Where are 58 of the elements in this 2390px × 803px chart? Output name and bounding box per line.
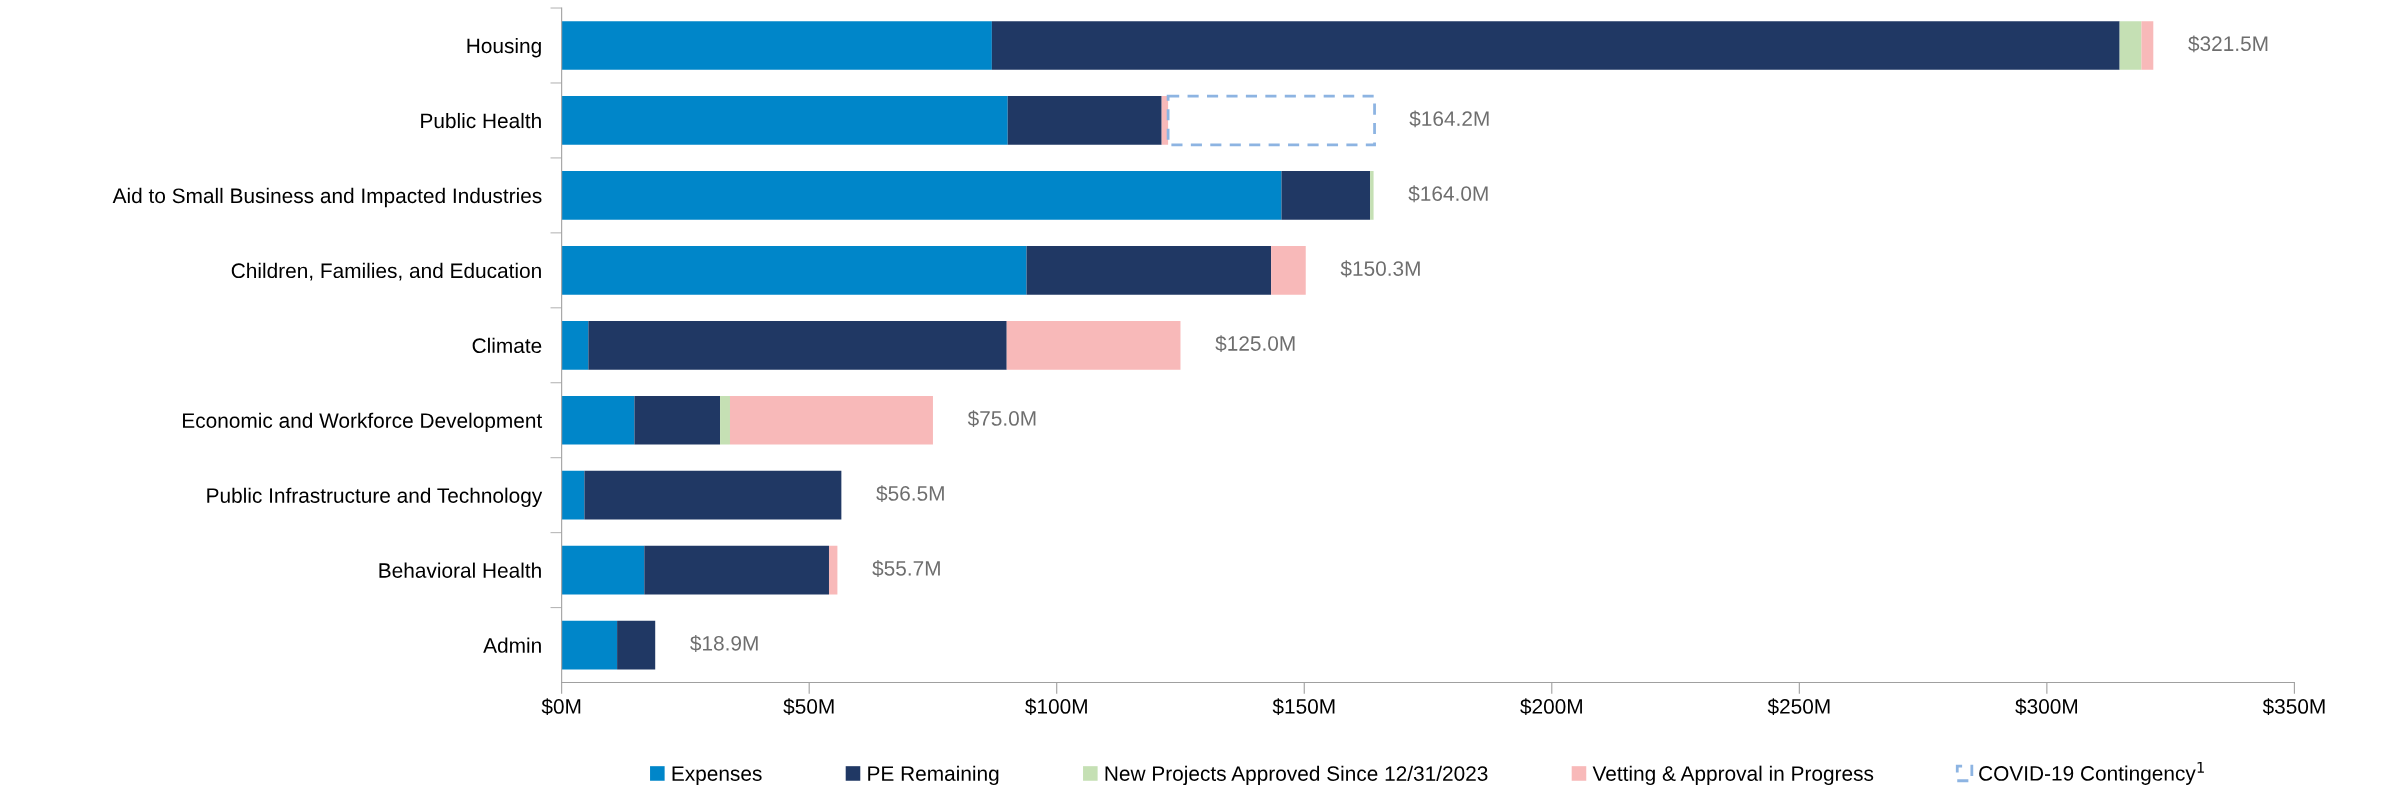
bar: [561, 470, 585, 520]
total-label: $56.5M: [876, 485, 944, 503]
bar: [561, 96, 1008, 145]
bar: [1166, 94, 1376, 147]
total-label: $164.2M: [1409, 110, 1489, 128]
y-tick-label: Admin: [483, 637, 541, 653]
x-tick-label: $300M: [2015, 698, 2078, 716]
bar: [561, 545, 645, 595]
y-tick-label: Children, Families, and Education: [231, 262, 541, 281]
y-tick-label: Public Health: [421, 112, 541, 129]
bar: [2119, 21, 2142, 70]
legend-label: Expenses: [672, 766, 762, 786]
total-label: $55.7M: [872, 560, 940, 577]
bar: [561, 21, 992, 70]
bar: [1007, 96, 1162, 145]
bar: [1281, 171, 1371, 220]
bar: [644, 545, 829, 595]
bar: [720, 395, 730, 445]
x-tick-label: $150M: [1272, 698, 1335, 716]
x-tick-label: $100M: [1025, 698, 1087, 716]
y-tick-label: Behavioral Health: [379, 562, 541, 578]
bar: [729, 395, 933, 445]
legend-label: Vetting & Approval in Progress: [1592, 765, 1874, 786]
bar: [584, 470, 842, 520]
bar: [561, 320, 589, 370]
total-label: $321.5M: [2188, 35, 2268, 53]
y-tick-label: Public Infrastructure and Technology: [207, 487, 543, 508]
total-label: $75.0M: [967, 410, 1036, 428]
bar: [1370, 171, 1374, 220]
x-tick-label: $0M: [541, 698, 581, 716]
total-label: $125.0M: [1215, 335, 1295, 353]
total-label: $150.3M: [1340, 260, 1420, 278]
bar: [1271, 245, 1306, 295]
bar: [991, 21, 2120, 70]
legend-label: PE Remaining: [868, 765, 999, 786]
x-tick-label: $50M: [783, 698, 834, 716]
bar: [561, 395, 635, 445]
y-tick-label: Aid to Small Business and Impacted Industries: [112, 187, 542, 208]
bar: [1026, 245, 1272, 295]
legend-label: COVID-19 Contingency$^{1}$: [1979, 762, 2204, 785]
bar: [561, 620, 618, 670]
x-tick-label: $200M: [1520, 698, 1582, 716]
bar: [617, 620, 656, 670]
bar: [561, 171, 1282, 220]
bar: [588, 320, 1007, 370]
total-label: $18.9M: [690, 635, 758, 652]
total-label: $164.0M: [1408, 185, 1488, 203]
y-tick-label: Climate: [472, 337, 542, 354]
bar: [2141, 21, 2154, 70]
bar: [561, 245, 1027, 295]
bar: [1006, 320, 1181, 370]
legend-label: New Projects Approved Since 12/31/2023: [1105, 765, 1488, 786]
bar: [634, 395, 721, 445]
x-tick-label: $250M: [1767, 698, 1830, 716]
y-tick-label: Housing: [467, 37, 541, 58]
bar: [828, 545, 838, 595]
x-tick-label: $350M: [2262, 698, 2325, 716]
y-tick-label: Economic and Workforce Development: [183, 412, 543, 433]
